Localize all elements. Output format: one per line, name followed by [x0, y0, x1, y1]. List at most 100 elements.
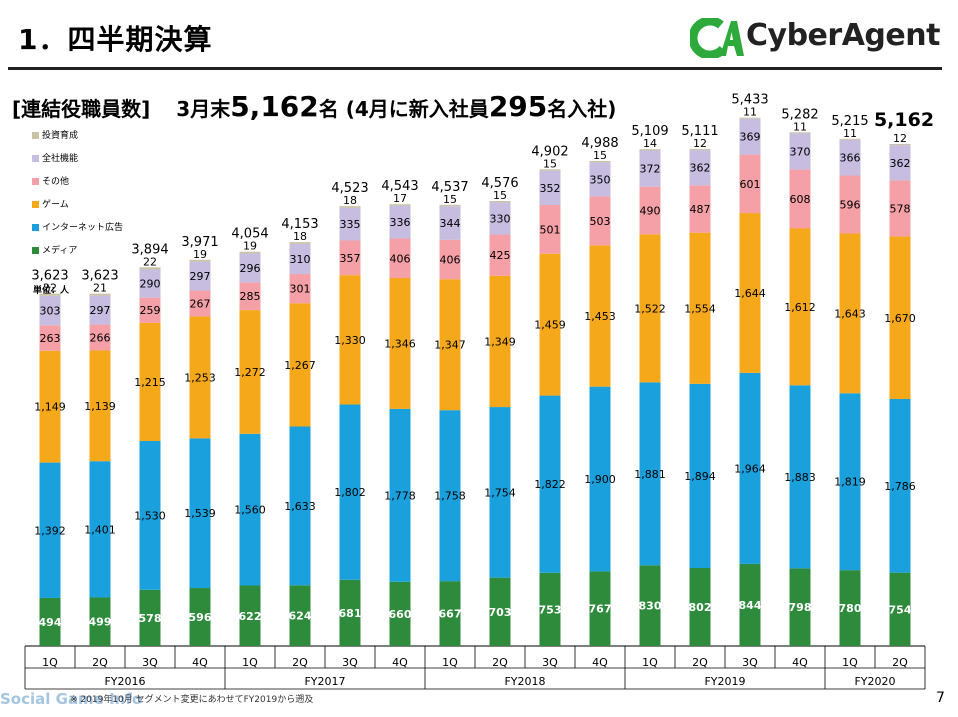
bar-segment-corporate [689, 150, 711, 186]
bar-segment-media [589, 571, 611, 646]
page-title: 1．四半期決算 [18, 23, 213, 56]
total-label: 3,894 [131, 242, 168, 257]
data-label-game: 1,346 [384, 337, 416, 350]
legend-swatch [32, 155, 39, 162]
legend-item: メディア [32, 245, 77, 257]
bar-segment-other [889, 180, 911, 237]
data-label-investment: 12 [893, 132, 907, 145]
company-logo-text: CyberAgent [746, 18, 940, 53]
title-divider [8, 67, 942, 70]
bar-segment-corporate [189, 261, 211, 291]
data-label-investment: 11 [843, 127, 857, 140]
total-label: 5,162 [874, 109, 934, 131]
total-label: 5,111 [681, 124, 718, 139]
legend-label: ゲーム [42, 200, 69, 210]
data-label-media: 844 [739, 599, 762, 612]
bar-segment-other [639, 186, 661, 235]
bar-segment-game [39, 350, 61, 463]
data-label-internet_ad: 1,822 [534, 478, 566, 491]
headline-total: 5,162 [230, 90, 319, 123]
data-label-game: 1,644 [734, 287, 766, 300]
bar-segment-game [89, 350, 111, 462]
x-tick-label: 1Q [42, 656, 58, 669]
data-label-investment: 11 [743, 106, 757, 119]
data-label-corporate: 366 [840, 152, 861, 165]
data-label-game: 1,459 [534, 319, 566, 332]
bar-segment-media [689, 568, 711, 646]
bar-segment-internet_ad [239, 433, 261, 586]
data-label-corporate: 290 [140, 278, 161, 291]
bar-segment-corporate [89, 295, 111, 325]
x-tick-label: 2Q [692, 656, 708, 669]
data-label-internet_ad: 1,964 [734, 462, 766, 475]
bar-segment-other [789, 169, 811, 229]
data-label-media: 798 [789, 601, 812, 614]
x-tick-label: 4Q [792, 656, 808, 669]
data-label-game: 1,670 [884, 312, 916, 325]
bar-segment-corporate [289, 243, 311, 275]
bar-segment-media [489, 577, 511, 646]
bar-segment-investment [839, 138, 861, 140]
data-label-internet_ad: 1,778 [384, 489, 416, 502]
total-label: 4,543 [381, 179, 418, 194]
section-label: [連結役職員数] [12, 97, 151, 121]
bar-segment-other [189, 290, 211, 317]
data-label-game: 1,347 [434, 339, 466, 352]
bar-segment-investment [339, 206, 361, 208]
data-label-other: 266 [90, 332, 111, 345]
bar-segment-media [539, 572, 561, 646]
fiscal-year-label: FY2020 [854, 675, 895, 688]
data-label-investment: 18 [293, 230, 307, 243]
bar-segment-investment [139, 267, 161, 270]
watermark-text: Social Game Info [0, 690, 143, 708]
bar-segment-corporate [139, 269, 161, 298]
data-label-other: 406 [390, 252, 411, 265]
fiscal-year-label: FY2019 [704, 675, 745, 688]
bar-segment-media [639, 565, 661, 646]
data-label-corporate: 297 [190, 270, 211, 283]
x-tick-label: 1Q [242, 656, 258, 669]
data-label-game: 1,554 [684, 302, 716, 315]
bar-segment-other [589, 196, 611, 246]
data-label-media: 578 [139, 612, 162, 625]
data-label-media: 596 [189, 611, 212, 624]
legend-swatch [32, 247, 39, 254]
bar-segment-internet_ad [489, 407, 511, 578]
bar-segment-internet_ad [39, 462, 61, 598]
data-label-media: 767 [589, 603, 612, 616]
bar-segment-game [339, 275, 361, 405]
bar-segment-internet_ad [289, 426, 311, 586]
data-label-corporate: 372 [640, 163, 661, 176]
bar-segment-other [539, 204, 561, 254]
data-label-corporate: 369 [740, 131, 761, 144]
bar-segment-media [439, 581, 461, 646]
bar-segment-internet_ad [439, 410, 461, 582]
data-label-corporate: 350 [590, 173, 611, 186]
headline-paren-suffix: 名入社) [547, 97, 617, 121]
bar-segment-internet_ad [839, 393, 861, 571]
x-tick-label: 2Q [892, 656, 908, 669]
bar-segment-internet_ad [139, 440, 161, 590]
data-label-investment: 15 [593, 149, 607, 162]
data-label-investment: 15 [443, 193, 457, 206]
data-label-other: 503 [590, 215, 611, 228]
bar-segment-investment [789, 132, 811, 134]
bar-segment-corporate [589, 162, 611, 197]
x-tick-label: 4Q [592, 656, 608, 669]
bar-segment-game [289, 303, 311, 427]
data-label-other: 259 [140, 304, 161, 317]
total-label: 4,537 [431, 180, 468, 195]
data-label-investment: 18 [343, 194, 357, 207]
legend-item: その他 [32, 176, 69, 188]
bar-segment-media [789, 568, 811, 646]
bar-segment-corporate [389, 205, 411, 239]
bar-segment-media [389, 581, 411, 646]
bar-segment-game [189, 316, 211, 439]
legend-swatch [32, 201, 39, 208]
data-label-corporate: 296 [240, 262, 261, 275]
bar-segment-other [439, 239, 461, 280]
bar-segment-investment [689, 148, 711, 151]
data-label-media: 802 [689, 601, 712, 614]
data-label-media: 494 [39, 616, 62, 629]
data-label-investment: 21 [93, 282, 107, 295]
